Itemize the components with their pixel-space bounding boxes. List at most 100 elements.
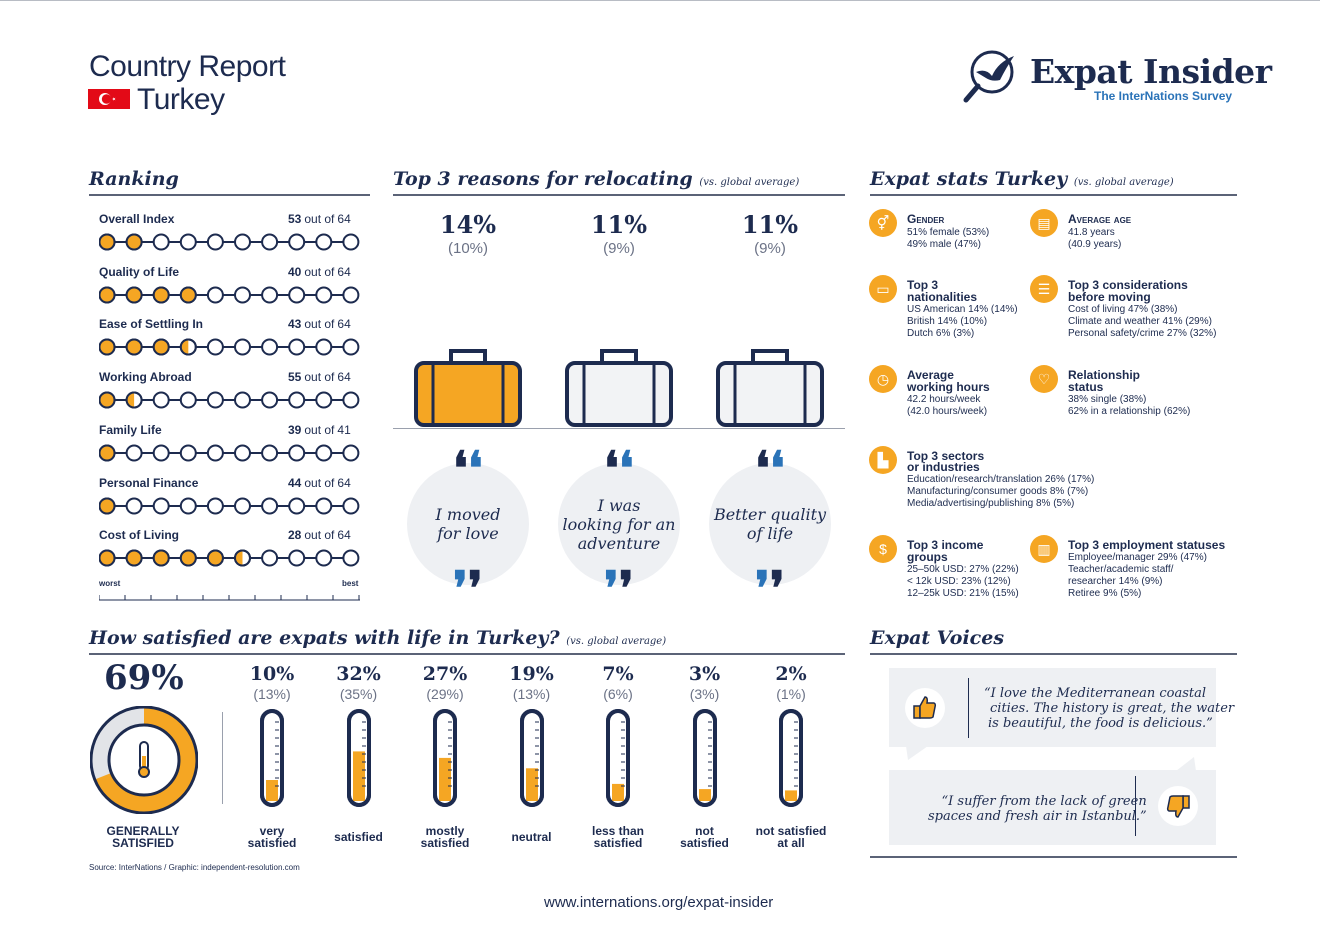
voice-quote-1-line: is beautiful, the food is delicious.” [988,716,1213,731]
ranking-dot [179,286,197,304]
ranking-dot [261,497,279,514]
ranking-item-value: 40 out of 64 [288,265,351,279]
considerations-line1: Cost of living 47% (38%) [1068,304,1178,315]
reason-bubble [407,463,529,585]
nationalities-line1: US American 14% (14%) [907,304,1018,315]
ranking-dot [288,549,306,567]
thermometer-fill [266,780,278,801]
reasons-title: Top 3 reasons for relocating [393,168,693,190]
page-title: Country Report [89,50,286,83]
therm-label: mostly satisfied [400,825,490,849]
ranking-item-rank: 40 [288,264,302,279]
ranking-axis [98,588,360,601]
ranking-item-value: 44 out of 64 [288,476,351,490]
ranking-item-total: 64 [337,212,351,226]
voice-quote-2-tail [1176,757,1196,771]
ranking-dot [152,233,170,251]
stats-heading: Expat stats Turkey (vs. global average) [870,168,1174,190]
therm-label-line: mostly [425,824,465,838]
reason-text-line: Better quality [713,505,827,524]
therm-label: neutral [487,831,577,843]
therm-label: not satisfied [660,825,750,849]
ranking-dot [206,391,224,409]
voices-rule [870,653,1237,655]
age-heading: Average age [1068,212,1132,226]
magnifier-bird-logo-icon [962,48,1024,109]
considerations-line3: Personal safety/crime 27% (32%) [1068,328,1217,339]
turkey-flag-icon [88,89,130,109]
ranking-dot [261,391,279,409]
ranking-item-value: 55 out of 64 [288,370,351,384]
ranking-item-label: Cost of Living [99,528,179,543]
ranking-dots [98,496,361,516]
ranking-item-label: Family Life [99,422,162,437]
close-quote-icon: ❜❜ [604,561,634,615]
open-quote-icon: ❛❛ [755,441,785,495]
therm-label-line: less than [591,824,645,838]
hours-heading-2: working hours [907,380,990,394]
ranking-item-rank: 43 [288,317,302,332]
ranking-dot [288,233,306,251]
ranking-item-value: 43 out of 64 [288,317,351,331]
ranking-dots [98,390,361,410]
reason-text: I moved for love [408,505,528,543]
therm-global: (3%) [689,686,720,702]
briefcase-icon: ▥ [1030,535,1058,563]
ranking-dot [315,549,333,567]
ranking-dot [125,391,143,409]
ranking-dot [206,286,224,304]
thermometer [431,708,459,825]
ranking-dot [125,497,143,514]
ranking-item-total: 64 [337,475,351,490]
hours-line2: (42.0 hours/week) [907,406,988,417]
voice-quote-1: “I love the Mediterranean coastal cities… [984,686,1234,731]
ranking-dot [179,233,197,251]
hours-line1: 42.2 hours/week [907,394,981,405]
therm-global: (35%) [339,686,378,702]
money-bag-icon: $ [869,535,897,563]
therm-pct: 10% [249,663,295,685]
ranking-dot [152,391,170,409]
thumbs-up-icon [905,688,945,728]
ranking-dot [206,497,224,514]
satisfaction-heading: How satisfied are expats with life in Tu… [89,627,666,649]
relationship-line2: 62% in a relationship (62%) [1068,406,1191,417]
nationalities-line2: British 14% (10%) [907,316,988,327]
ranking-dot [342,391,360,409]
overall-satisfaction-pct: 69% [104,658,184,698]
nationalities-heading-2: nationalities [907,290,978,304]
income-line1: 25–50k USD: 27% (22%) [907,564,1019,575]
voice-quote-2-bar [1135,776,1136,836]
reason-text-line: looking for an [562,514,676,534]
voices-heading: Expat Voices [870,627,1005,649]
reasons-divider [393,428,845,429]
ranking-dot [152,497,170,514]
therm-pct: 3% [688,663,721,685]
thermometer [258,708,286,825]
ranking-item-total: 64 [337,370,351,385]
source-note: Source: InterNations / Graphic: independ… [89,863,300,872]
satisfaction-title: How satisfied are expats with life in Tu… [89,627,560,649]
therm-label: less than satisfied [573,825,663,849]
relationship-heading-2: status [1068,380,1104,394]
ranking-dot [234,549,251,567]
top-border [0,0,1320,1]
footer-url-link[interactable]: www.internations.org/expat-insider [544,894,774,911]
overall-donut [89,705,199,819]
ranking-dot [179,338,197,356]
relationship-line1: 38% single (38%) [1068,394,1147,405]
therm-label-line: satisfied [680,836,729,850]
thermometer-fill [352,751,365,801]
therm-label: satisfied [314,831,404,843]
ranking-item-total: 41 [337,422,351,437]
therm-pct: 7% [602,663,634,685]
thermometer-fill [785,790,797,801]
suitcase-icon [715,347,825,434]
ranking-best-label: best [342,579,359,588]
sectors-line1: Education/research/translation 26% (17%) [907,474,1095,485]
thermometer-fill [525,768,538,801]
ranking-item-total: 64 [337,528,351,543]
therm-pct: 2% [775,663,807,685]
birthday-cake-icon: ▤ [1030,209,1058,237]
voice-quote-1-line: “I love the Mediterranean coastal [984,686,1207,701]
